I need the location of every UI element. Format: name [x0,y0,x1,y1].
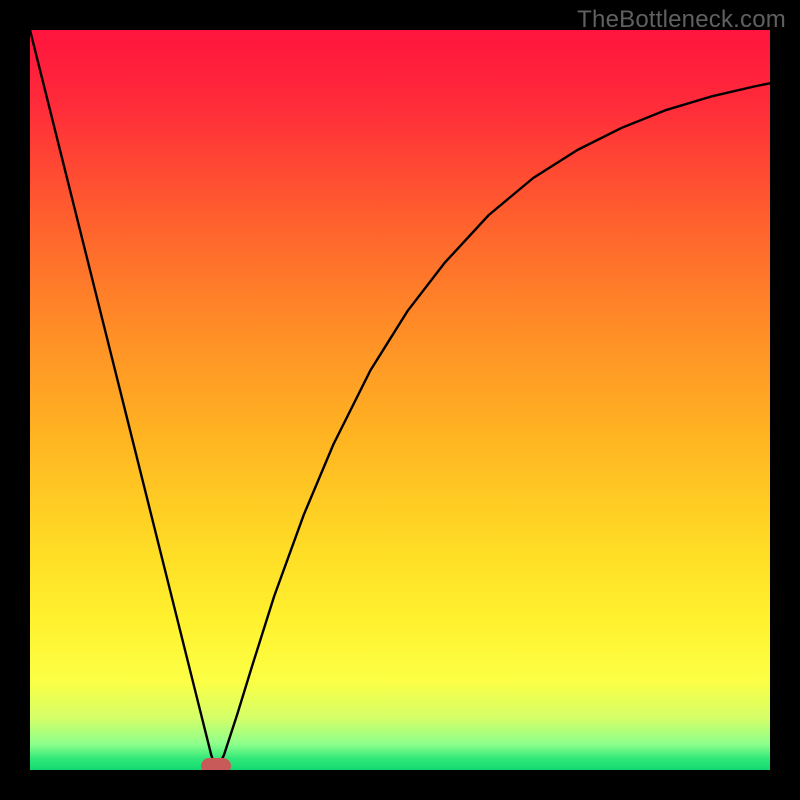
plot-area [30,30,770,770]
minimum-marker [201,758,231,770]
chart-frame: { "watermark": { "text": "TheBottleneck.… [0,0,800,800]
curve-polyline [30,30,770,770]
bottleneck-curve [30,30,770,770]
